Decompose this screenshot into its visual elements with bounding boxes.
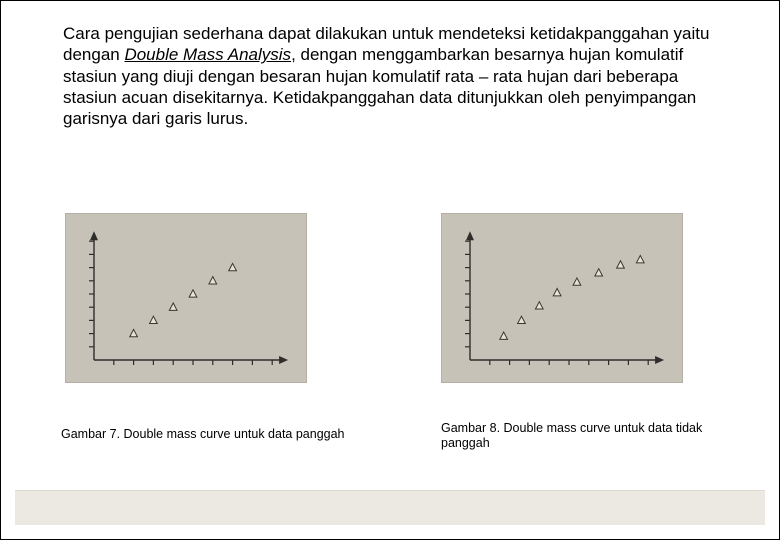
- body-paragraph: Cara pengujian sederhana dapat dilakukan…: [63, 23, 723, 129]
- chart-figure-8: [441, 213, 683, 383]
- caption-figure-8: Gambar 8. Double mass curve untuk data t…: [441, 421, 731, 451]
- slide: Cara pengujian sederhana dapat dilakukan…: [0, 0, 780, 540]
- chart-svg-right: [442, 214, 682, 382]
- chart-figure-7: [65, 213, 307, 383]
- chart-svg-left: [66, 214, 306, 382]
- bottom-band: [15, 490, 765, 525]
- paragraph-emphasis: Double Mass Analysis: [124, 45, 291, 64]
- caption-figure-7: Gambar 7. Double mass curve untuk data p…: [61, 427, 361, 442]
